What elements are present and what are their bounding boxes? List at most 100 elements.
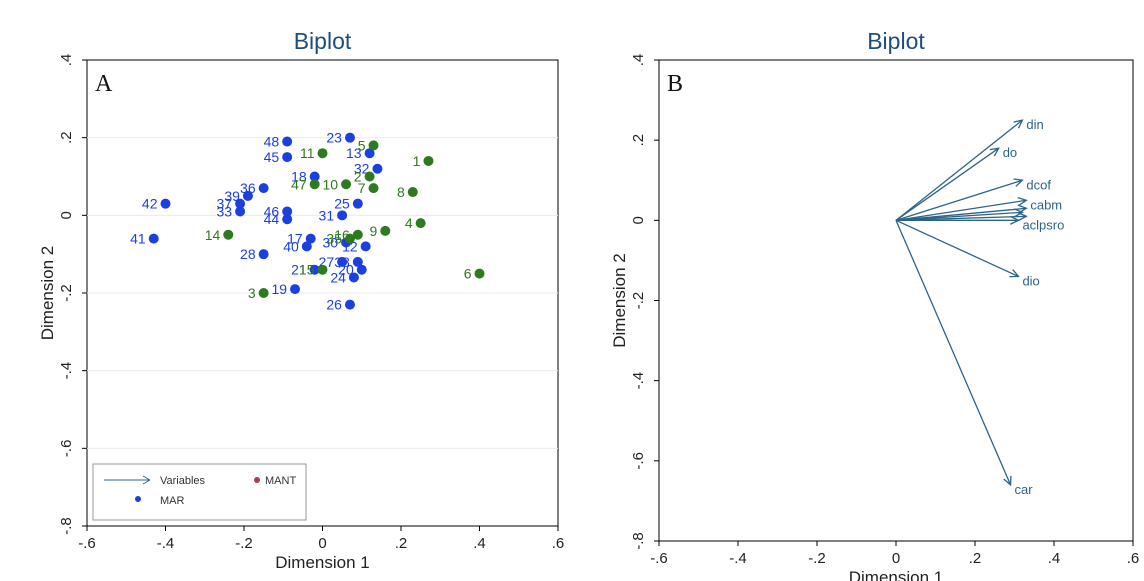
point-label: 23 xyxy=(326,130,342,146)
x-axis-label: Dimension 1 xyxy=(849,568,944,581)
legend-box xyxy=(92,463,307,521)
data-point xyxy=(337,256,348,267)
variable-vector xyxy=(895,119,1023,221)
legend-label: MAR xyxy=(160,495,185,507)
variable-vector xyxy=(895,147,1000,221)
vector-arrowhead xyxy=(1017,197,1028,206)
legend-marker xyxy=(254,477,260,483)
point-label: 11 xyxy=(300,145,315,161)
point-label: 40 xyxy=(283,238,299,254)
variable-vector xyxy=(895,199,1027,221)
data-point xyxy=(348,272,359,283)
point-label: 3 xyxy=(248,285,256,301)
data-point xyxy=(317,264,328,275)
point-label: 33 xyxy=(216,203,232,219)
point-label: 26 xyxy=(326,297,342,313)
x-tick-label: -.4 xyxy=(157,535,175,552)
vector-label: aclpsro xyxy=(1022,217,1064,232)
data-point xyxy=(341,179,352,190)
data-point xyxy=(309,179,320,190)
point-label: 42 xyxy=(142,196,158,212)
x-tick-label: -.6 xyxy=(650,550,668,567)
point-label: 2 xyxy=(354,169,362,185)
y-tick-label: -.2 xyxy=(58,284,75,302)
x-tick-label: .2 xyxy=(395,535,408,552)
x-tick-label: .4 xyxy=(1048,550,1061,567)
y-tick-label: .4 xyxy=(630,54,647,67)
point-label: 21 xyxy=(291,262,307,278)
x-tick-label: -.2 xyxy=(235,535,253,552)
biplot-a: -.6 -.4 -.2 0.2.4.6.4.20-.2-.4-.6-.8BiplotD… xyxy=(38,28,565,572)
plot-area xyxy=(658,59,1134,542)
x-tick-label: .6 xyxy=(552,535,565,552)
point-label: 18 xyxy=(291,169,307,185)
panel-letter: B xyxy=(667,71,683,97)
data-point xyxy=(305,233,316,244)
point-label: 44 xyxy=(264,211,280,227)
variable-vector xyxy=(895,215,1027,221)
data-point xyxy=(309,264,320,275)
data-point xyxy=(282,214,293,225)
data-point xyxy=(282,136,293,147)
legend-label: MANT xyxy=(265,475,296,487)
data-point xyxy=(380,225,391,236)
point-label: 37 xyxy=(216,196,232,212)
data-point xyxy=(282,206,293,217)
data-point xyxy=(235,198,246,209)
data-point xyxy=(337,210,348,221)
point-label: 41 xyxy=(130,231,146,247)
data-point xyxy=(352,229,363,240)
data-point xyxy=(368,140,379,151)
y-tick-label: 0 xyxy=(58,211,75,219)
point-label: 31 xyxy=(319,207,335,223)
y-tick-label: -.2 xyxy=(630,292,647,310)
point-label: 24 xyxy=(330,269,346,285)
data-point xyxy=(423,155,434,166)
data-point xyxy=(301,241,312,252)
x-tick-label: .2 xyxy=(969,550,982,567)
y-tick-label: .4 xyxy=(58,54,75,67)
x-tick-label: 0 xyxy=(318,535,326,552)
panel-letter: A xyxy=(95,71,113,97)
vector-arrowhead xyxy=(1013,178,1024,187)
data-point xyxy=(372,163,383,174)
point-label: 32 xyxy=(354,161,370,177)
point-label: 14 xyxy=(205,227,221,243)
point-label: 46 xyxy=(264,203,280,219)
y-tick-label: -.4 xyxy=(630,372,647,390)
data-point xyxy=(356,264,367,275)
vector-label: do xyxy=(1003,145,1017,160)
data-point xyxy=(223,229,234,240)
x-tick-label: 0 xyxy=(892,550,900,567)
y-tick-label: .2 xyxy=(58,131,75,144)
vector-arrowhead xyxy=(1009,269,1020,278)
data-point xyxy=(474,268,485,279)
x-axis-label: Dimension 1 xyxy=(275,553,370,572)
point-label: 39 xyxy=(224,188,240,204)
data-point xyxy=(352,198,363,209)
data-point xyxy=(235,206,246,217)
legend-arrow-head xyxy=(142,475,151,485)
point-label: 35 xyxy=(326,231,342,247)
x-tick-label: .4 xyxy=(473,535,486,552)
point-label: 9 xyxy=(370,223,378,239)
biplot-b: -.6 -.4 -.2 0.2.4.6.4.20-.2-.4-.6-.8BiplotD… xyxy=(580,8,1139,581)
chart-title: Biplot xyxy=(294,28,352,54)
point-label: 13 xyxy=(346,145,362,161)
legend-marker xyxy=(135,496,141,502)
vector-arrowhead xyxy=(1017,212,1028,222)
y-tick-label: .2 xyxy=(630,134,647,147)
vector-label: din xyxy=(1026,117,1043,132)
point-label: 10 xyxy=(322,176,338,192)
data-point xyxy=(258,183,269,194)
point-label: 4 xyxy=(405,215,413,231)
vector-label: car xyxy=(1015,482,1034,497)
point-label: 8 xyxy=(397,184,405,200)
data-point xyxy=(344,233,355,244)
y-axis-label: Dimension 2 xyxy=(38,246,57,341)
vector-label: dcof xyxy=(1026,177,1051,192)
